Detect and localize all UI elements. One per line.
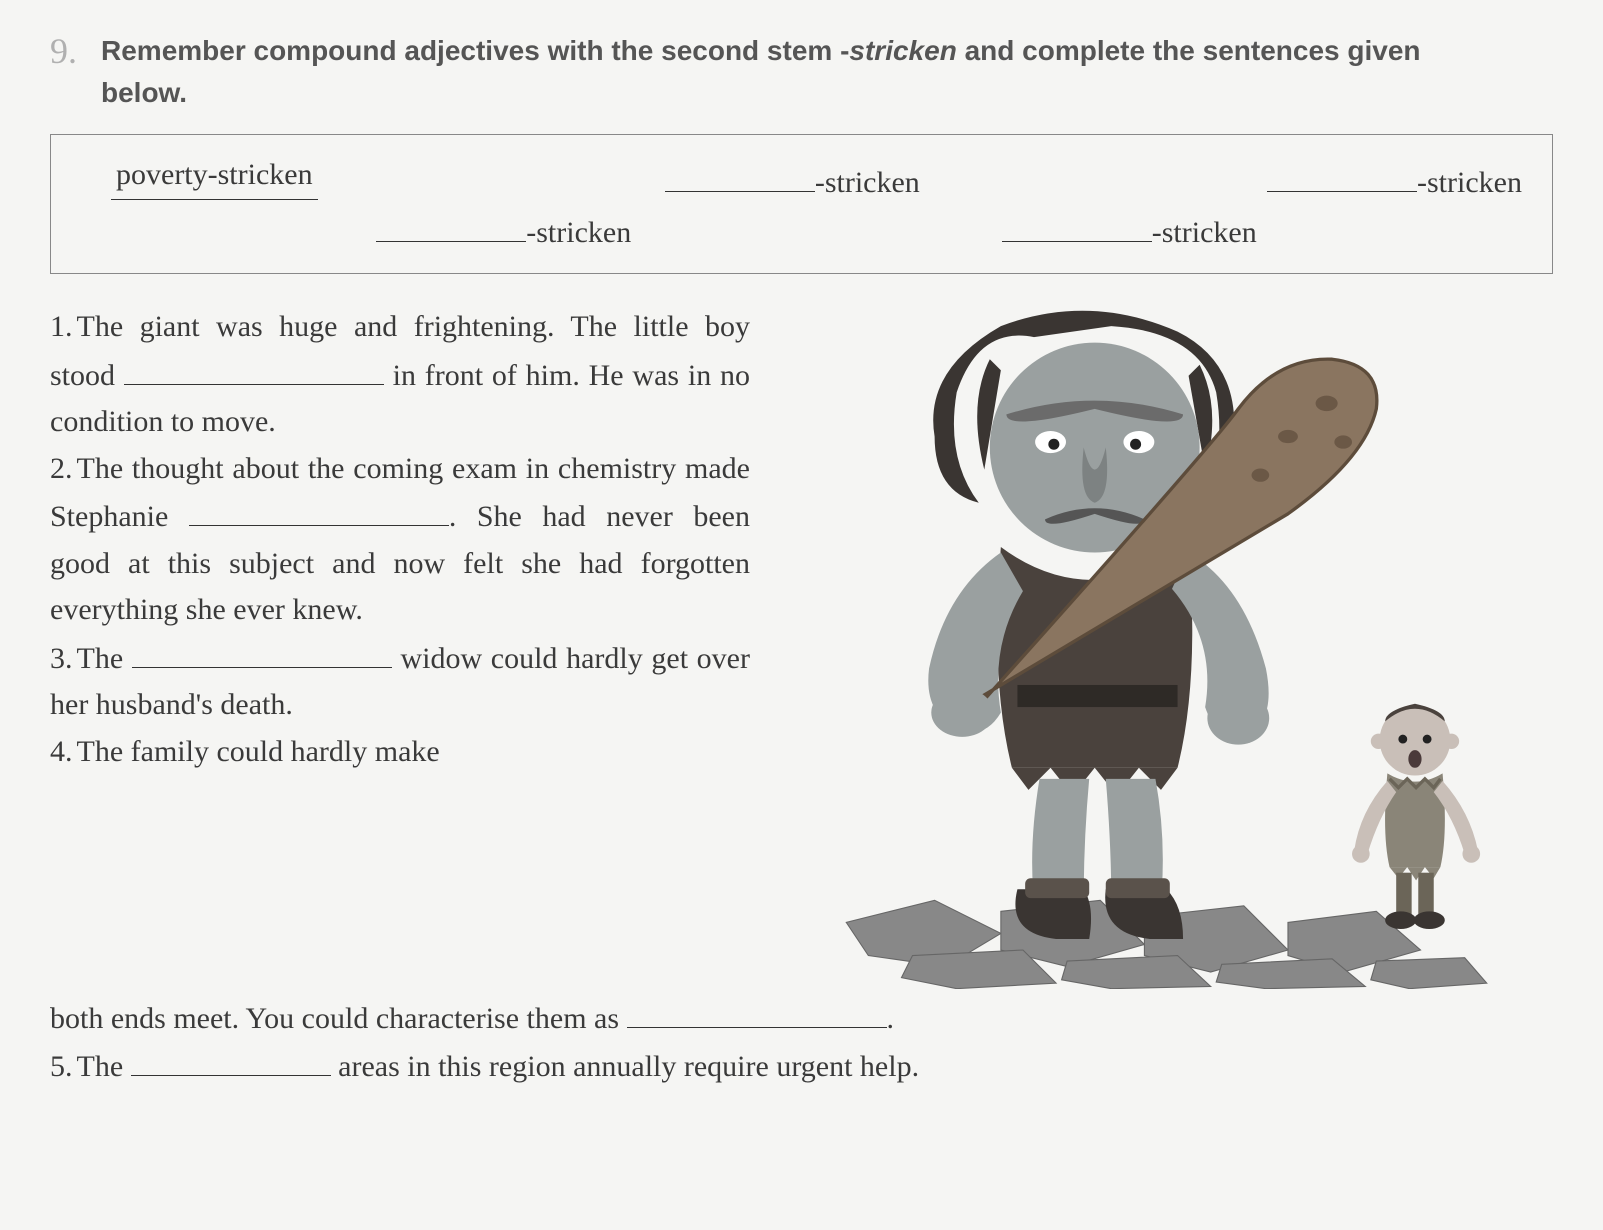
s3-blank[interactable] <box>132 634 392 668</box>
sentence-4-rest: both ends meet. You could characterise t… <box>50 994 1553 1043</box>
sentence-3: 3.The widow could hardly get over her hu… <box>50 634 750 729</box>
sentence-2: 2.The thought about the coming exam in c… <box>50 446 750 634</box>
sentence-1: 1.The giant was huge and fright­ening. T… <box>50 304 750 446</box>
bottom-sentences: both ends meet. You could characterise t… <box>50 994 1553 1091</box>
blank-item-4: -stricken <box>1002 208 1257 250</box>
instruction-text: Remember compound adjectives with the se… <box>101 30 1501 114</box>
sentence-2-num: 2. <box>50 452 73 485</box>
sentence-3-num: 3. <box>50 642 73 675</box>
giant-boy-illustration <box>750 304 1553 994</box>
word-box: poverty-stricken -stricken -stricken -st… <box>50 134 1553 274</box>
s1-blank[interactable] <box>124 351 384 385</box>
sentences-block: 1.The giant was huge and fright­ening. T… <box>50 304 750 775</box>
suffix-2: -stricken <box>1417 166 1522 199</box>
sentence-4-partial: 4.The family could hardly make <box>50 729 750 776</box>
exercise-number: 9. <box>50 30 77 72</box>
instruction-part1: Remember compound adjectives with the se… <box>101 35 849 66</box>
s4-text-b: . <box>887 1002 895 1035</box>
sentence-1-num: 1. <box>50 310 73 343</box>
sentence-5-num: 5. <box>50 1050 73 1083</box>
blank-item-3: -stricken <box>376 208 631 250</box>
s5-text-b: areas in this region annually require ur… <box>331 1050 919 1083</box>
suffix-4: -stricken <box>1152 216 1257 249</box>
blank-item-2: -stricken <box>1267 158 1522 200</box>
s2-blank[interactable] <box>189 492 449 526</box>
s3-text-a: The <box>77 642 132 675</box>
blank-item-1: -stricken <box>665 158 920 200</box>
sentence-5: 5.The areas in this region annually requ… <box>50 1042 1553 1091</box>
suffix-3: -stricken <box>526 216 631 249</box>
instruction-italic: stricken <box>849 35 956 66</box>
suffix-1: -stricken <box>815 166 920 199</box>
sample-word: poverty-stricken <box>111 158 318 200</box>
s4-blank[interactable] <box>627 994 887 1028</box>
sentence-4-num: 4. <box>50 735 73 768</box>
s5-blank[interactable] <box>131 1042 331 1076</box>
s5-text-a: The <box>77 1050 131 1083</box>
